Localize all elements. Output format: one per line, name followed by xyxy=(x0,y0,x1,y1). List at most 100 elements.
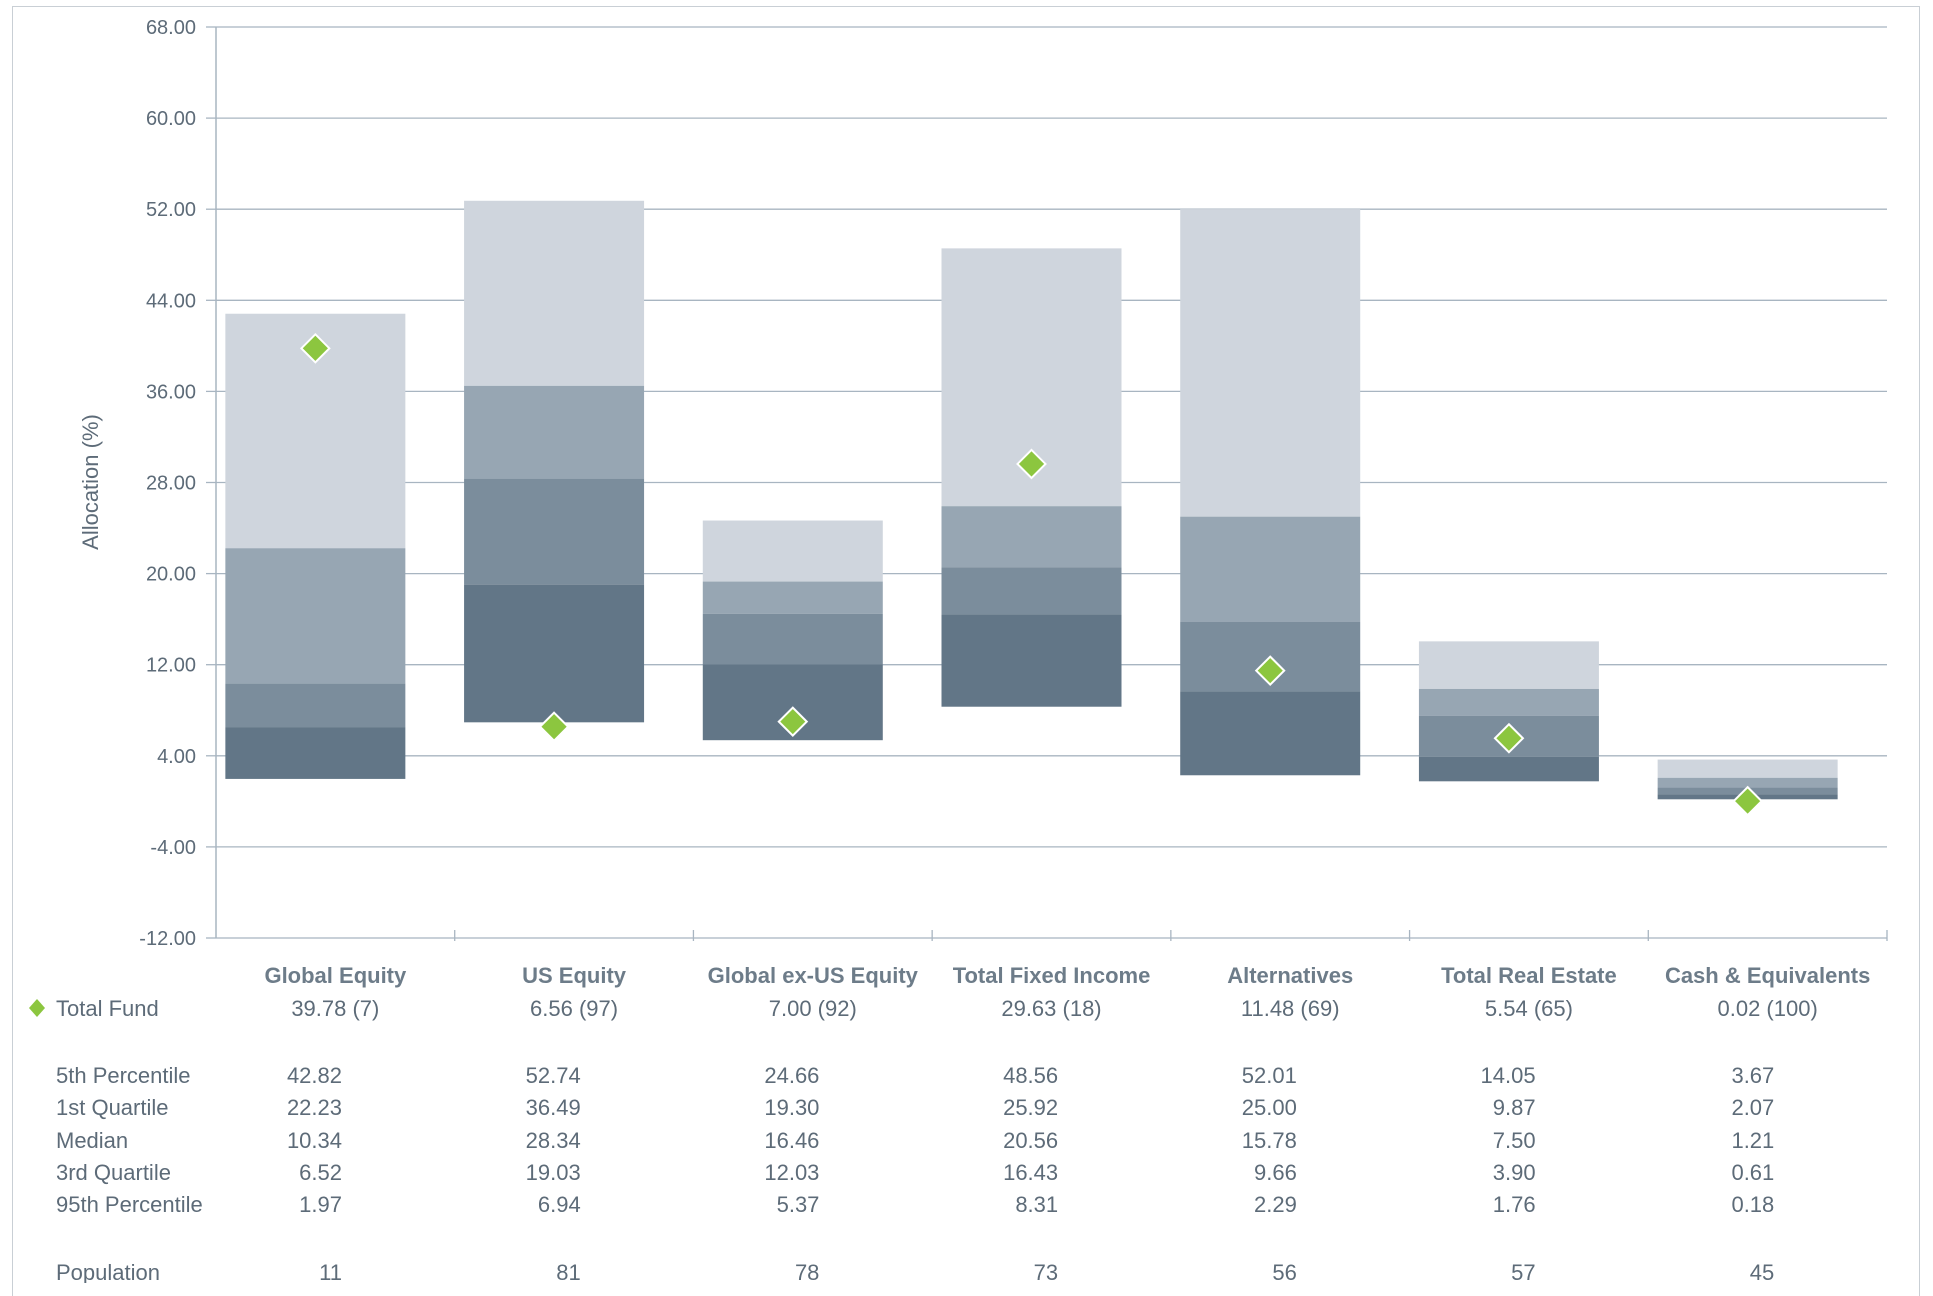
percentile-row-label: Median xyxy=(56,1128,128,1153)
category-label: Total Real Estate xyxy=(1441,963,1617,988)
bars-layer xyxy=(225,200,1838,800)
band-q1-to-median xyxy=(1180,516,1361,622)
y-tick-label: 12.00 xyxy=(146,655,196,677)
total-fund-row-label: Total Fund xyxy=(56,996,159,1021)
percentile-value: 20.56 xyxy=(1003,1128,1058,1153)
total-fund-value: 5.54 (65) xyxy=(1485,996,1573,1021)
category-label: US Equity xyxy=(522,963,627,988)
band-q3-to-95th xyxy=(464,584,645,723)
percentile-value: 1.97 xyxy=(299,1192,342,1217)
category-label: Global Equity xyxy=(264,963,407,988)
percentile-value: 25.92 xyxy=(1003,1095,1058,1120)
category-label: Cash & Equivalents xyxy=(1665,963,1870,988)
total-fund-marker xyxy=(777,706,809,738)
percentile-value: 9.87 xyxy=(1493,1095,1536,1120)
percentile-value: 3.90 xyxy=(1493,1160,1536,1185)
y-tick-label: 4.00 xyxy=(157,746,196,768)
percentile-value: 28.34 xyxy=(526,1128,581,1153)
total-fund-marker xyxy=(538,711,570,743)
percentile-row-label: 5th Percentile xyxy=(56,1063,191,1088)
y-tick-label: 36.00 xyxy=(146,381,196,403)
band-median-to-q3 xyxy=(225,683,406,728)
band-q3-to-95th xyxy=(1180,691,1361,776)
category-label: Alternatives xyxy=(1227,963,1353,988)
population-value: 78 xyxy=(795,1260,819,1283)
percentile-value: 3.67 xyxy=(1731,1063,1774,1088)
percentile-value: 0.61 xyxy=(1731,1160,1774,1185)
y-tick-label: 60.00 xyxy=(146,108,196,130)
band-median-to-q3 xyxy=(464,478,645,585)
y-tick-label: -12.00 xyxy=(139,928,196,950)
percentile-value: 7.50 xyxy=(1493,1128,1536,1153)
total-fund-value: 7.00 (92) xyxy=(769,996,857,1021)
band-median-to-q3 xyxy=(702,613,883,665)
total-fund-value: 29.63 (18) xyxy=(1001,996,1101,1021)
percentile-value: 19.30 xyxy=(764,1095,819,1120)
percentile-row-label: 95th Percentile xyxy=(56,1192,203,1217)
category-label: Global ex-US Equity xyxy=(708,963,919,988)
band-5th-to-q1 xyxy=(1418,641,1599,689)
y-tick-label: 68.00 xyxy=(146,17,196,39)
percentile-value: 14.05 xyxy=(1481,1063,1536,1088)
percentile-value: 8.31 xyxy=(1015,1192,1058,1217)
population-value: 73 xyxy=(1034,1260,1058,1283)
percentile-value: 15.78 xyxy=(1242,1128,1297,1153)
percentile-value: 1.76 xyxy=(1493,1192,1536,1217)
percentile-value: 5.37 xyxy=(777,1192,820,1217)
band-5th-to-q1 xyxy=(464,200,645,386)
percentile-value: 24.66 xyxy=(764,1063,819,1088)
band-5th-to-q1 xyxy=(702,520,883,582)
population-row-label: Population xyxy=(56,1260,160,1283)
total-fund-value: 11.48 (69) xyxy=(1241,996,1340,1021)
band-q3-to-95th xyxy=(941,614,1122,707)
percentile-value: 25.00 xyxy=(1242,1095,1297,1120)
y-tick-label: 28.00 xyxy=(146,473,196,495)
percentile-value: 48.56 xyxy=(1003,1063,1058,1088)
population-value: 56 xyxy=(1272,1260,1296,1283)
band-q3-to-95th xyxy=(1418,756,1599,782)
percentile-value: 42.82 xyxy=(287,1063,342,1088)
band-median-to-q3 xyxy=(941,567,1122,615)
percentile-value: 19.03 xyxy=(526,1160,581,1185)
y-tick-label: 20.00 xyxy=(146,564,196,586)
y-axis-title: Allocation (%) xyxy=(78,414,103,550)
total-fund-marker xyxy=(1254,655,1286,687)
labels-layer: 68.00 60.00 52.00 44.00 36.00 28.00 20.00 12.00… xyxy=(29,17,1870,1283)
percentile-value: 10.34 xyxy=(287,1128,342,1153)
percentile-value: 2.29 xyxy=(1254,1192,1297,1217)
population-value: 45 xyxy=(1750,1260,1774,1283)
percentile-row-label: 3rd Quartile xyxy=(56,1160,171,1185)
percentile-value: 0.18 xyxy=(1731,1192,1774,1217)
percentile-value: 52.01 xyxy=(1242,1063,1297,1088)
total-fund-legend-marker xyxy=(29,999,45,1017)
band-q1-to-median xyxy=(941,506,1122,568)
y-tick-label: 52.00 xyxy=(146,199,196,221)
percentile-value: 6.52 xyxy=(299,1160,342,1185)
total-fund-marker xyxy=(1732,785,1764,817)
band-5th-to-q1 xyxy=(1657,759,1838,778)
band-q1-to-median xyxy=(702,581,883,614)
percentile-value: 16.46 xyxy=(764,1128,819,1153)
band-q1-to-median xyxy=(225,548,406,684)
y-tick-label: 44.00 xyxy=(146,290,196,312)
band-q3-to-95th xyxy=(225,727,406,779)
band-q1-to-median xyxy=(1418,688,1599,716)
chart-frame xyxy=(12,6,1920,1296)
markers-layer xyxy=(299,332,1764,817)
band-5th-to-q1 xyxy=(1180,209,1361,517)
percentile-row-label: 1st Quartile xyxy=(56,1095,169,1120)
percentile-value: 2.07 xyxy=(1731,1095,1774,1120)
y-tick-label: -4.00 xyxy=(150,837,196,859)
total-fund-value: 6.56 (97) xyxy=(530,996,618,1021)
population-value: 81 xyxy=(556,1260,580,1283)
percentile-value: 16.43 xyxy=(1003,1160,1058,1185)
percentile-value: 12.03 xyxy=(764,1160,819,1185)
percentile-value: 1.21 xyxy=(1731,1128,1774,1153)
percentile-value: 22.23 xyxy=(287,1095,342,1120)
percentile-value: 9.66 xyxy=(1254,1160,1297,1185)
total-fund-marker xyxy=(1016,448,1047,480)
population-value: 57 xyxy=(1511,1260,1535,1283)
total-fund-marker xyxy=(299,332,331,364)
total-fund-marker xyxy=(1493,722,1525,754)
